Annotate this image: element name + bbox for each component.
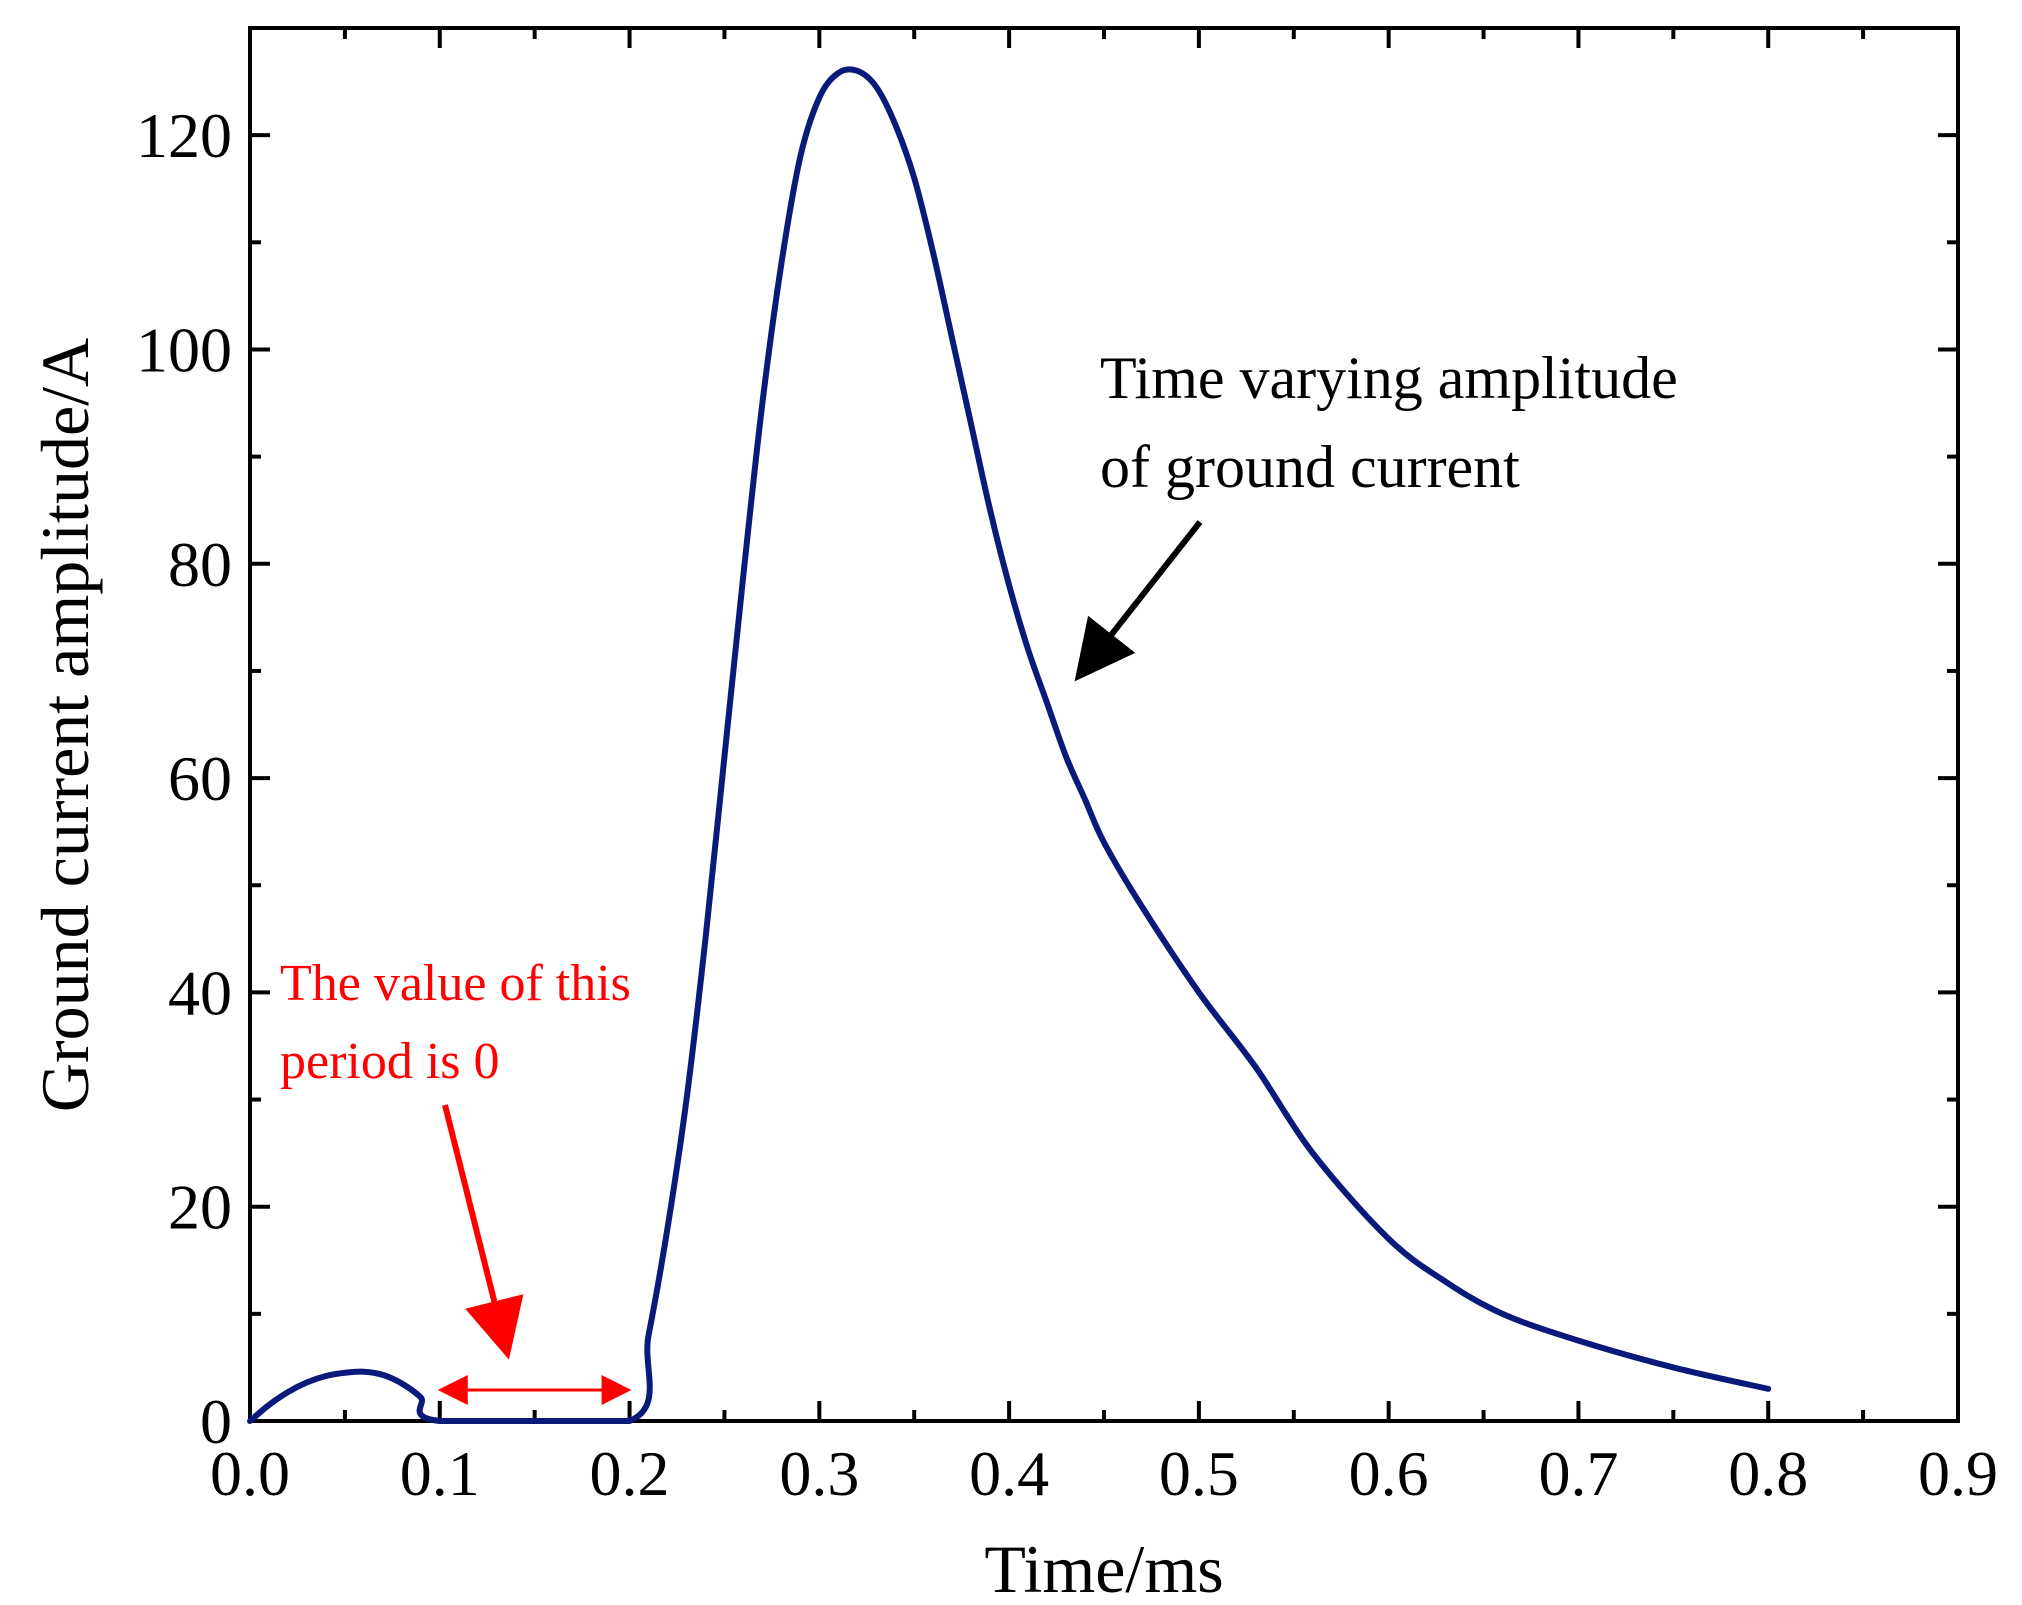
annotation-red-arrow	[442, 1104, 524, 1360]
y-tick-label: 40	[168, 957, 232, 1028]
annotation-red-line-2: period is 0	[280, 1033, 500, 1090]
y-tick-label: 20	[168, 1172, 232, 1243]
y-axis-tick-labels: 0 20 40 60 80 100 120	[136, 100, 232, 1457]
annotation-red-line-1: The value of this	[280, 955, 631, 1012]
x-tick-label: 0.0	[210, 1438, 290, 1509]
x-tick-label: 0.4	[969, 1438, 1049, 1509]
y-tick-label: 80	[168, 529, 232, 600]
annotation-black-arrow	[1074, 520, 1203, 682]
x-axis-tick-labels: 0.0 0.1 0.2 0.3 0.4 0.5 0.6 0.7 0.8 0.9	[210, 1438, 1998, 1509]
series-line-ground-current	[247, 66, 1772, 1424]
y-tick-label: 60	[168, 743, 232, 814]
y-axis-title: Ground current amplitude/A	[27, 338, 103, 1112]
annotation-black-line-1: Time varying amplitude	[1100, 345, 1678, 411]
x-tick-label: 0.3	[779, 1438, 859, 1509]
x-tick-label: 0.5	[1159, 1438, 1239, 1509]
y-tick-label: 100	[136, 314, 232, 385]
annotation-black-line-2: of ground current	[1100, 434, 1520, 500]
plot-frame	[248, 26, 1960, 1423]
y-tick-label: 120	[136, 100, 232, 171]
x-axis-ticks	[248, 28, 1960, 1421]
x-tick-label: 0.1	[400, 1438, 480, 1509]
annotation-red: The value of this period is 0	[280, 955, 632, 1405]
x-tick-label: 0.8	[1728, 1438, 1808, 1509]
y-tick-label: 0	[200, 1386, 232, 1457]
x-tick-label: 0.7	[1538, 1438, 1618, 1509]
y-axis-ticks	[250, 26, 1958, 1423]
x-axis-title: Time/ms	[984, 1531, 1223, 1605]
x-tick-label: 0.9	[1918, 1438, 1998, 1509]
x-tick-label: 0.6	[1349, 1438, 1429, 1509]
x-tick-label: 0.2	[590, 1438, 670, 1509]
annotation-black: Time varying amplitude of ground current	[1074, 345, 1678, 682]
